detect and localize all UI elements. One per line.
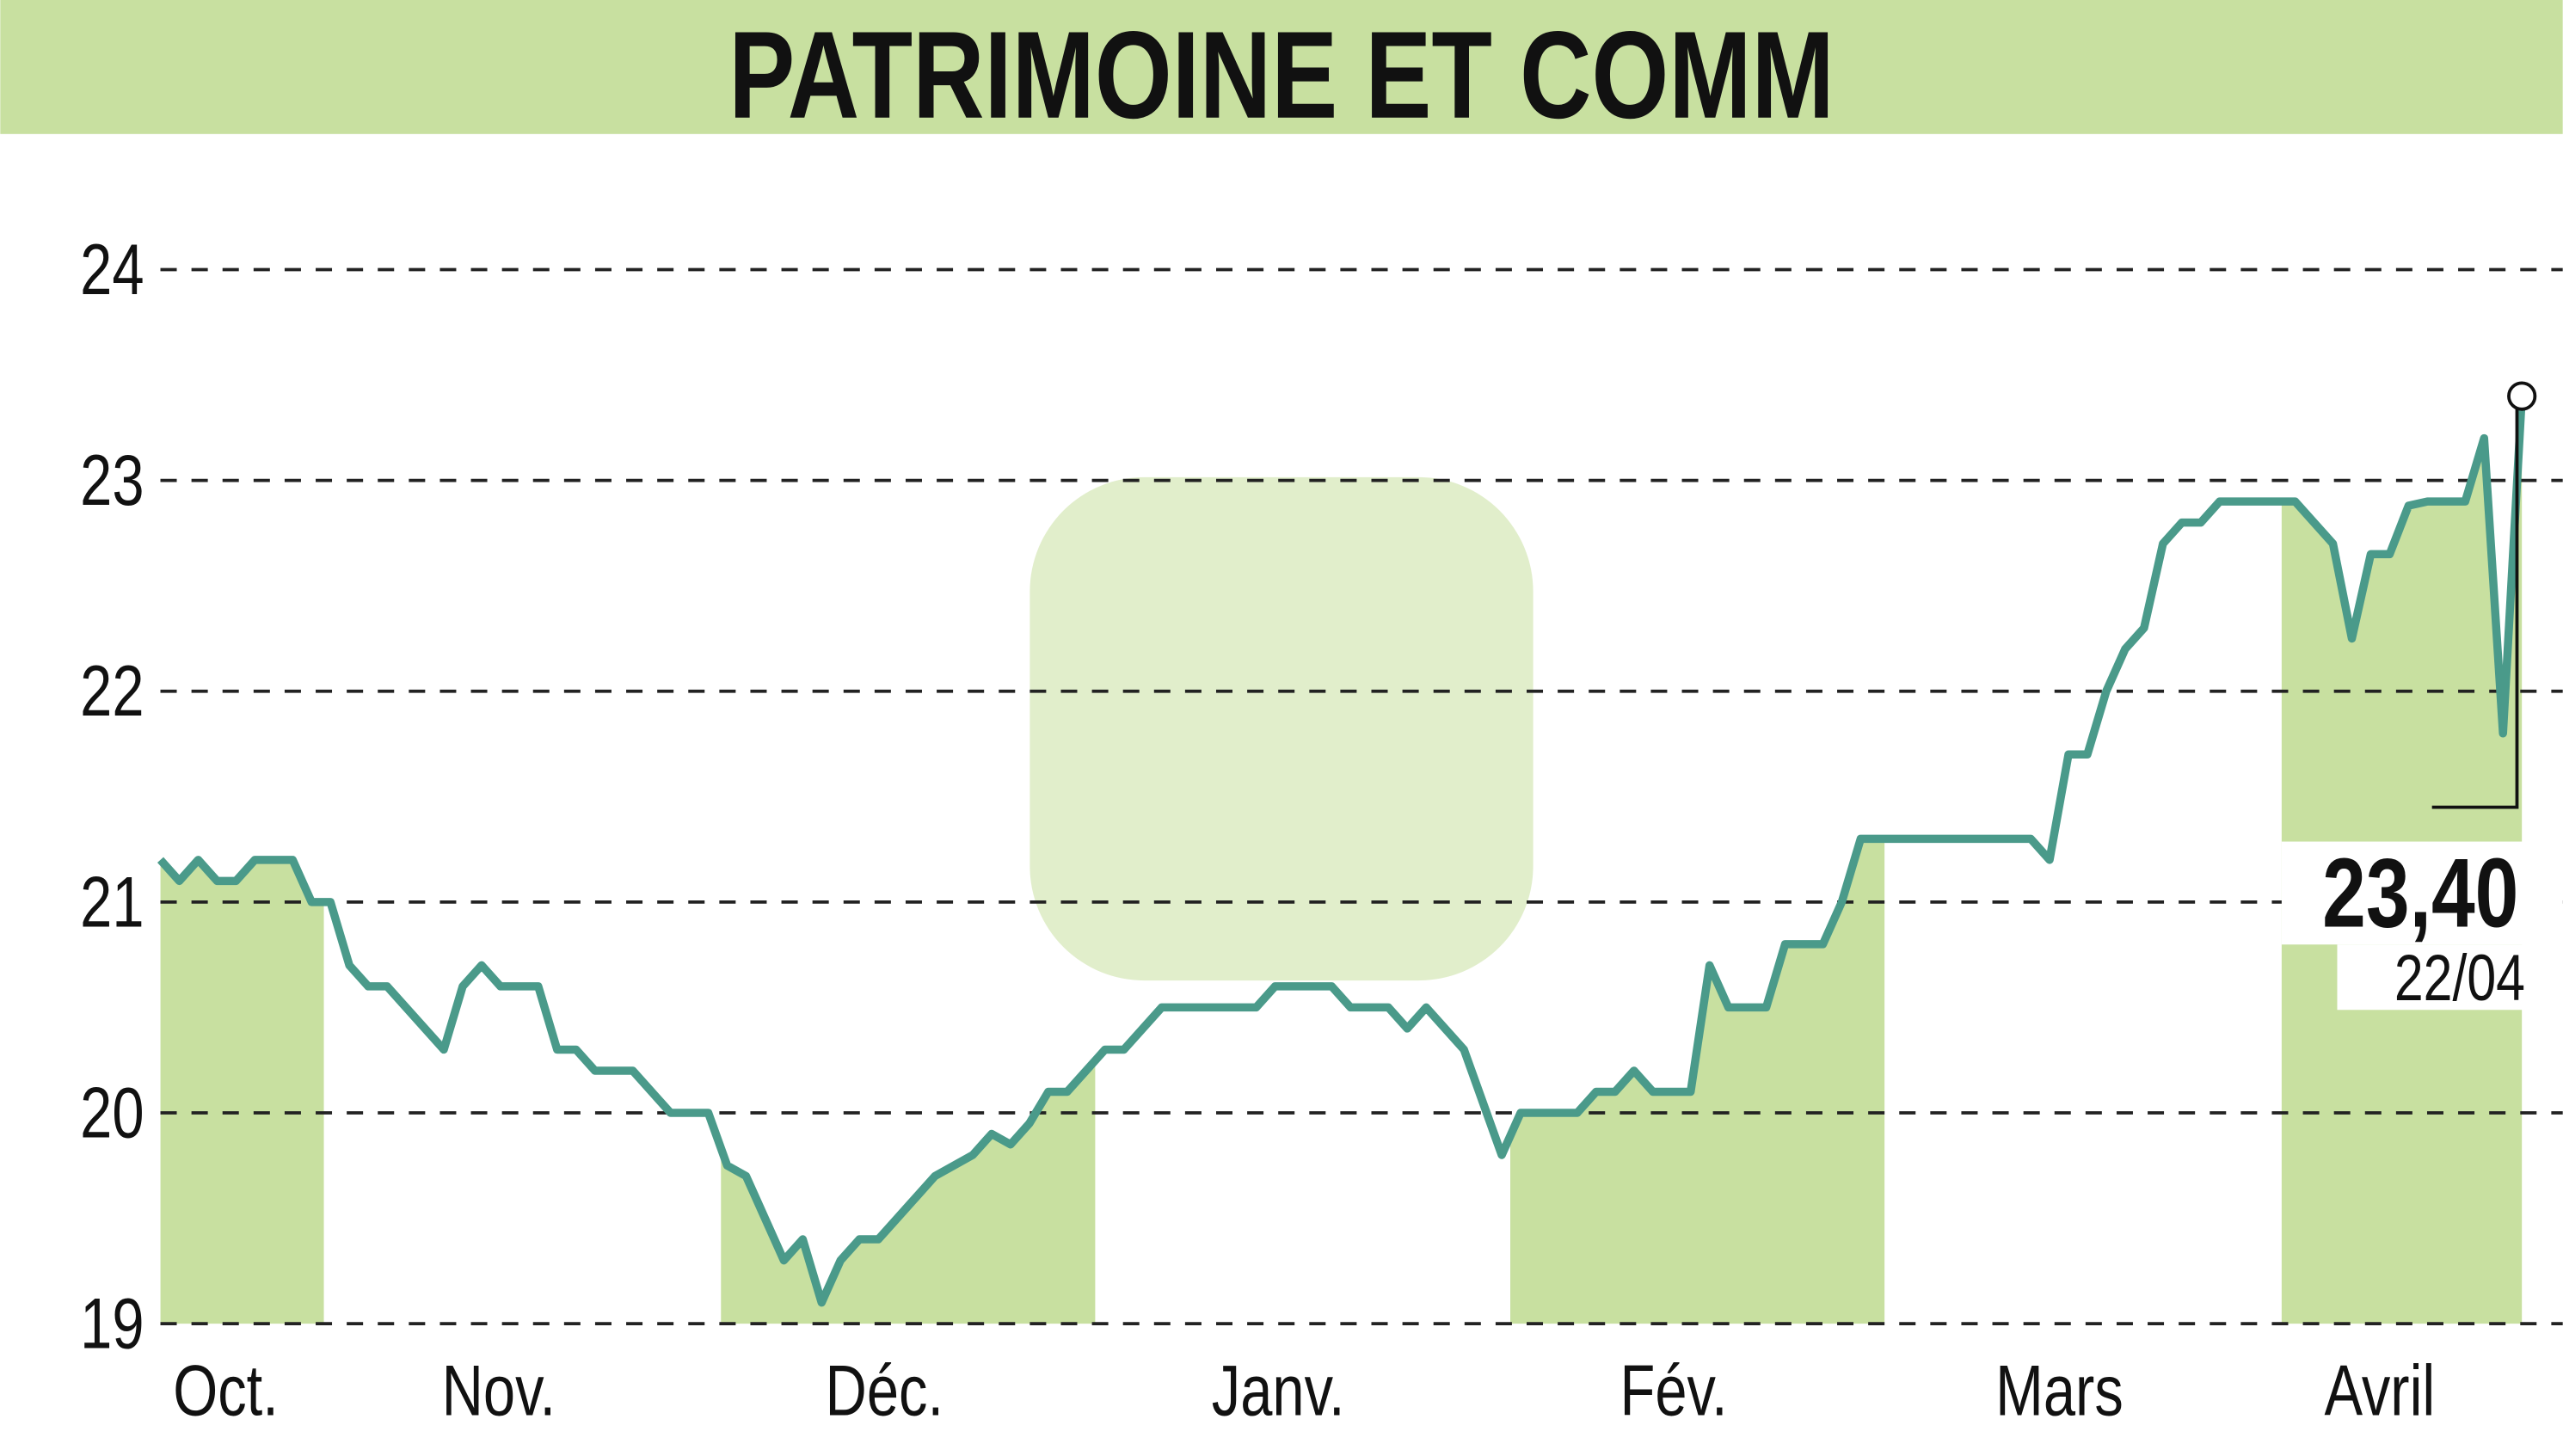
last-date-label: 22/04 <box>2394 941 2525 1014</box>
last-point <box>2507 381 2537 411</box>
last-bracket <box>2431 409 2519 809</box>
last-value-label: 23,40 <box>2322 839 2518 948</box>
y-tick-label: 24 <box>80 230 144 310</box>
label-box <box>2337 944 2563 1011</box>
y-tick-label: 23 <box>80 440 144 521</box>
label-box <box>2281 841 2563 945</box>
x-tick-label: Fév. <box>1620 1350 1727 1431</box>
x-tick-label: Oct. <box>173 1350 279 1431</box>
y-tick-label: 21 <box>80 862 144 943</box>
x-tick-label: Mars <box>1995 1350 2124 1431</box>
watermark <box>1030 476 1533 981</box>
y-tick-label: 19 <box>80 1283 144 1364</box>
price-line <box>157 396 2526 1307</box>
title-bar <box>0 0 2563 134</box>
y-tick-label: 20 <box>80 1072 144 1153</box>
x-tick-label: Nov. <box>442 1350 556 1431</box>
chart-title: PATRIMOINE ET COMM <box>728 5 1835 144</box>
y-tick-label: 22 <box>80 651 144 732</box>
x-tick-label: Avril <box>2324 1350 2435 1431</box>
x-tick-label: Janv. <box>1212 1350 1345 1431</box>
x-tick-label: Déc. <box>826 1350 944 1431</box>
